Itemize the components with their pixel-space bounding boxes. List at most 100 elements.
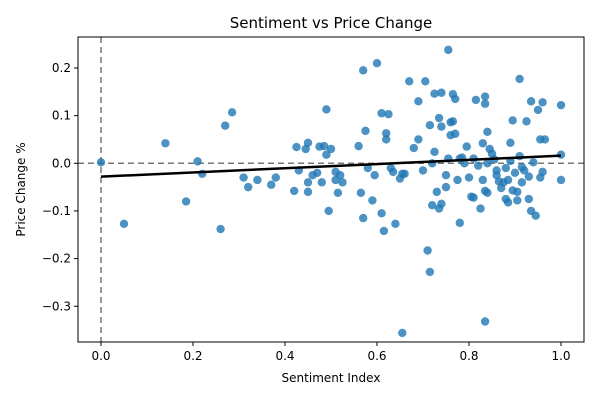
- data-point: [520, 166, 529, 175]
- data-point: [382, 129, 391, 138]
- data-point: [193, 157, 202, 166]
- data-point: [524, 172, 533, 181]
- data-point: [363, 163, 372, 173]
- data-point: [483, 127, 492, 137]
- data-point: [421, 77, 430, 86]
- data-point: [480, 92, 490, 101]
- data-point: [292, 142, 301, 152]
- data-point: [434, 113, 444, 123]
- data-point: [317, 178, 326, 187]
- data-point: [476, 204, 485, 213]
- data-point: [303, 138, 313, 147]
- data-point: [96, 158, 106, 167]
- data-point: [451, 129, 460, 138]
- data-point: [432, 187, 441, 197]
- data-point: [313, 168, 322, 178]
- data-point: [515, 74, 524, 84]
- data-point: [480, 99, 490, 108]
- data-point: [540, 135, 550, 144]
- data-point: [441, 182, 451, 192]
- data-point: [324, 206, 333, 216]
- data-point: [338, 178, 347, 187]
- data-point: [370, 171, 379, 180]
- data-point: [503, 175, 513, 185]
- plot-frame: [77, 36, 585, 343]
- data-point: [391, 219, 400, 229]
- data-point: [441, 171, 451, 180]
- data-point: [430, 89, 439, 98]
- y-tick-label: 0.0: [52, 156, 71, 170]
- x-tick-label: 0.8: [459, 349, 478, 363]
- data-point: [368, 196, 377, 205]
- data-point: [356, 188, 366, 198]
- data-point: [322, 150, 331, 159]
- data-point: [501, 163, 510, 173]
- data-point: [556, 100, 566, 110]
- data-point: [531, 211, 540, 220]
- data-point: [451, 94, 460, 104]
- data-point: [221, 121, 230, 130]
- data-point: [538, 98, 547, 107]
- data-point: [418, 166, 428, 175]
- data-point: [510, 168, 520, 178]
- x-tick-label: 0.6: [367, 349, 386, 363]
- x-tick-label: 0.2: [183, 349, 202, 363]
- data-point: [556, 175, 566, 185]
- data-point: [483, 159, 492, 168]
- data-point: [409, 143, 418, 153]
- data-point: [480, 317, 490, 326]
- data-point: [522, 117, 531, 126]
- data-point: [405, 77, 414, 86]
- data-point: [271, 173, 280, 182]
- data-point: [398, 328, 407, 338]
- y-tick-label: 0.1: [52, 109, 71, 123]
- trend-line: [100, 154, 562, 178]
- y-tick-label: −0.1: [42, 204, 71, 218]
- x-tick-label: 1.0: [551, 349, 570, 363]
- data-point: [508, 116, 517, 125]
- data-point: [377, 109, 386, 118]
- data-point: [359, 213, 368, 223]
- data-point: [513, 196, 522, 205]
- data-point: [515, 151, 524, 161]
- data-point: [453, 175, 462, 185]
- data-point: [425, 120, 435, 130]
- data-point: [372, 59, 382, 68]
- plot-area: [78, 37, 584, 342]
- data-point: [506, 138, 515, 147]
- chart-title: Sentiment vs Price Change: [230, 14, 433, 32]
- data-point: [423, 246, 432, 255]
- data-point: [239, 173, 248, 182]
- data-point: [244, 182, 253, 192]
- data-point: [216, 224, 225, 234]
- data-point: [437, 122, 446, 131]
- data-point: [414, 135, 423, 144]
- data-point: [354, 141, 363, 151]
- data-point: [361, 126, 370, 136]
- data-point: [379, 226, 389, 236]
- data-point: [303, 178, 313, 187]
- data-point: [425, 267, 435, 277]
- data-point: [428, 201, 437, 210]
- data-point: [478, 175, 487, 185]
- data-point: [119, 219, 129, 229]
- data-point: [181, 197, 191, 206]
- data-point: [253, 175, 262, 185]
- data-point: [384, 110, 393, 119]
- data-point: [437, 88, 446, 97]
- data-point: [483, 188, 492, 198]
- y-tick-label: −0.2: [42, 252, 71, 266]
- data-point: [430, 147, 439, 157]
- data-point: [382, 135, 391, 144]
- x-tick-label: 0.4: [275, 349, 294, 363]
- x-tick-label: 0.0: [91, 349, 110, 363]
- data-point: [414, 97, 423, 106]
- data-point: [326, 144, 336, 154]
- data-point: [388, 167, 398, 177]
- data-point: [444, 45, 453, 55]
- data-point: [161, 139, 170, 148]
- x-axis: 0.0 0.2 0.4 0.6 0.8 1.0: [91, 342, 571, 363]
- data-point: [478, 139, 487, 148]
- data-point: [503, 198, 513, 207]
